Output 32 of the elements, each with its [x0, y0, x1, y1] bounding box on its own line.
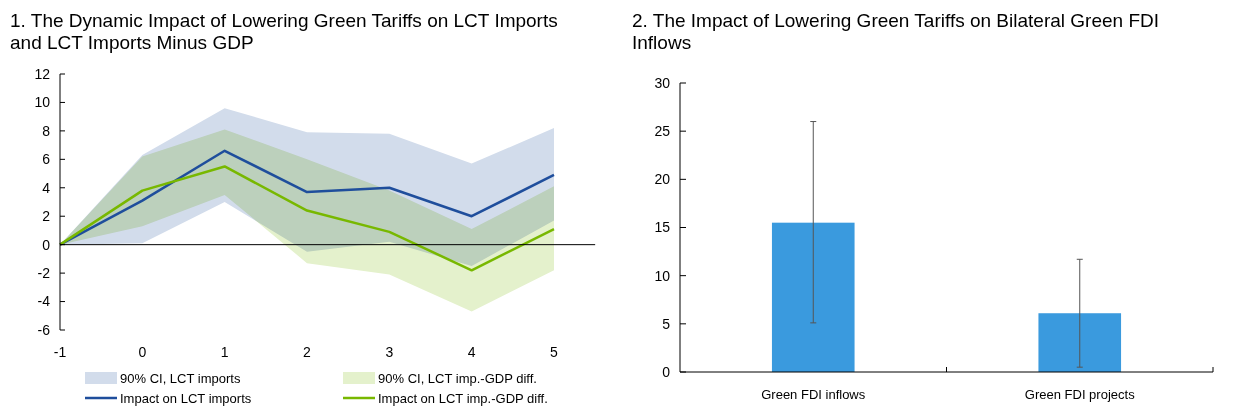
y-tick-label: 4	[42, 179, 51, 196]
y-tick-label: 15	[654, 219, 671, 236]
y-tick-label: 20	[654, 171, 671, 188]
x-tick-label: -1	[53, 343, 67, 360]
y-tick-label: 30	[654, 74, 671, 91]
y-tick-label: 6	[42, 151, 51, 168]
y-tick-label: 8	[42, 122, 51, 139]
x-tick-label: Green FDI projects	[1024, 386, 1136, 402]
chart-title: 2. The Impact of Lowering Green Tariffs on Bilateral Green FDI Inflows	[632, 10, 1159, 53]
x-tick-label: 4	[467, 343, 476, 360]
y-tick-label: -2	[37, 265, 51, 282]
y-tick-label: 10	[654, 267, 671, 284]
y-tick-label: -6	[37, 321, 51, 338]
y-tick-label: 12	[34, 65, 51, 82]
x-tick-label: 1	[220, 343, 229, 360]
legend-label: Impact on LCT imports	[120, 390, 252, 406]
x-tick-label: 0	[138, 343, 147, 360]
x-tick-label: 5	[550, 343, 559, 360]
y-tick-label: 10	[34, 94, 51, 111]
x-tick-label: 3	[385, 343, 394, 360]
y-tick-label: 25	[654, 123, 671, 140]
text: 90% CI, LCT imports	[120, 370, 241, 386]
x-tick-label: Green FDI inflows	[761, 386, 866, 402]
y-tick-label: 5	[662, 315, 671, 332]
y-tick-label: 0	[662, 363, 671, 380]
y-tick-label: -4	[37, 293, 51, 310]
chart-title: 1. The Dynamic Impact of Lowering Green Tariffs on LCT Imports and LCT Imports Minus GDP	[10, 10, 558, 53]
legend-label: Impact on LCT imp.-GDP diff.	[378, 390, 548, 406]
y-tick-label: 2	[42, 208, 51, 225]
y-tick-label: 0	[42, 236, 51, 253]
text: 90% CI, LCT imp.-GDP diff.	[378, 370, 537, 386]
x-tick-label: 2	[303, 343, 312, 360]
